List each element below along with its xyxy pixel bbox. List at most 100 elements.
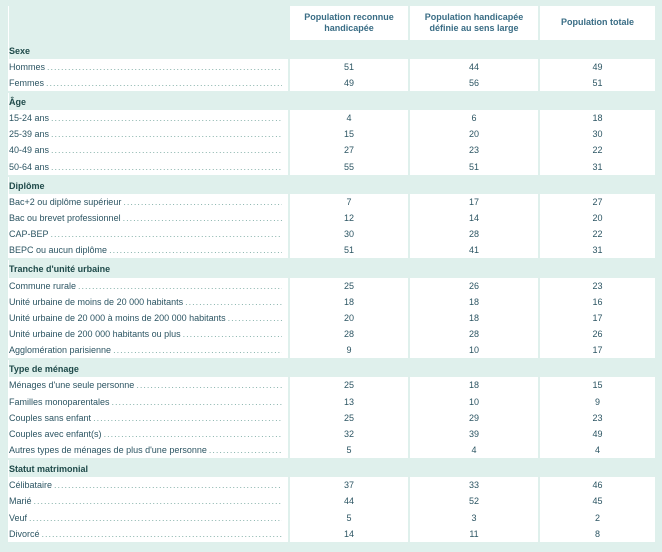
value-cell: 17 (539, 310, 655, 326)
row-label-cell: Veuf (9, 510, 289, 526)
row-label-cell: BEPC ou aucun diplôme (9, 242, 289, 258)
value-cell: 25 (289, 410, 409, 426)
value-cell: 18 (409, 294, 539, 310)
section-empty-cell (539, 260, 655, 277)
row-label-cell: Couples sans enfant (9, 410, 289, 426)
row-label: Unité urbaine de moins de 20 000 habitan… (9, 296, 282, 308)
value-cell: 15 (539, 377, 655, 393)
value-cell: 49 (539, 426, 655, 442)
section-header: Type de ménage (9, 360, 655, 377)
row-label-cell: Familles monoparentales (9, 394, 289, 410)
value-cell: 30 (289, 226, 409, 242)
value-cell: 46 (539, 477, 655, 493)
col-header-2: Population handicapée définie au sens la… (409, 6, 539, 41)
row-label: 15-24 ans (9, 112, 282, 124)
value-cell: 51 (539, 75, 655, 91)
row-label: Marié (9, 495, 282, 507)
value-cell: 10 (409, 394, 539, 410)
value-cell: 52 (409, 493, 539, 509)
value-cell: 5 (289, 510, 409, 526)
section-header: Statut matrimonial (9, 460, 655, 477)
value-cell: 4 (409, 442, 539, 458)
section-header: Âge (9, 93, 655, 110)
table-row: Marié445245 (9, 493, 655, 509)
value-cell: 26 (539, 326, 655, 342)
table-row: 25-39 ans152030 (9, 126, 655, 142)
value-cell: 18 (409, 310, 539, 326)
value-cell: 28 (289, 326, 409, 342)
row-label: Couples sans enfant (9, 412, 282, 424)
table-row: Autres types de ménages de plus d'une pe… (9, 442, 655, 458)
value-cell: 23 (409, 142, 539, 158)
value-cell: 55 (289, 159, 409, 175)
value-cell: 31 (539, 242, 655, 258)
value-cell: 25 (289, 377, 409, 393)
row-label: Autres types de ménages de plus d'une pe… (9, 444, 282, 456)
value-cell: 26 (409, 278, 539, 294)
row-label-cell: Commune rurale (9, 278, 289, 294)
table-row: Veuf532 (9, 510, 655, 526)
table-row: Bac+2 ou diplôme supérieur71727 (9, 194, 655, 210)
section-empty-cell (289, 177, 409, 194)
table-row: Couples sans enfant252923 (9, 410, 655, 426)
row-label-cell: Femmes (9, 75, 289, 91)
value-cell: 17 (539, 342, 655, 358)
row-label-cell: 50-64 ans (9, 159, 289, 175)
row-label-cell: Unité urbaine de moins de 20 000 habitan… (9, 294, 289, 310)
row-label-cell: Autres types de ménages de plus d'une pe… (9, 442, 289, 458)
table-container: Population reconnue handicapée Populatio… (0, 0, 662, 552)
row-label-cell: Unité urbaine de 20 000 à moins de 200 0… (9, 310, 289, 326)
section-empty-cell (539, 177, 655, 194)
value-cell: 20 (289, 310, 409, 326)
table-row: Unité urbaine de 200 000 habitants ou pl… (9, 326, 655, 342)
row-label: Agglomération parisienne (9, 344, 282, 356)
value-cell: 49 (539, 59, 655, 75)
section-title: Type de ménage (9, 360, 289, 377)
table-row: 40-49 ans272322 (9, 142, 655, 158)
value-cell: 18 (539, 110, 655, 126)
value-cell: 51 (409, 159, 539, 175)
section-empty-cell (539, 41, 655, 59)
value-cell: 22 (539, 142, 655, 158)
value-cell: 30 (539, 126, 655, 142)
section-empty-cell (539, 93, 655, 110)
table-row: 15-24 ans4618 (9, 110, 655, 126)
table-body: SexeHommes514449Femmes495651Âge15-24 ans… (9, 41, 655, 544)
row-label-cell: 25-39 ans (9, 126, 289, 142)
table-row: BEPC ou aucun diplôme514131 (9, 242, 655, 258)
section-header: Diplôme (9, 177, 655, 194)
table-row: Familles monoparentales13109 (9, 394, 655, 410)
section-empty-cell (539, 460, 655, 477)
value-cell: 51 (289, 59, 409, 75)
row-label-cell: Ménages d'une seule personne (9, 377, 289, 393)
value-cell: 23 (539, 278, 655, 294)
row-label: Unité urbaine de 20 000 à moins de 200 0… (9, 312, 282, 324)
value-cell: 17 (409, 194, 539, 210)
value-cell: 49 (289, 75, 409, 91)
col-header-3: Population totale (539, 6, 655, 41)
section-title: Statut matrimonial (9, 460, 289, 477)
value-cell: 32 (289, 426, 409, 442)
value-cell: 10 (409, 342, 539, 358)
section-title: Tranche d'unité urbaine (9, 260, 289, 277)
section-empty-cell (289, 460, 409, 477)
row-label: Femmes (9, 77, 282, 89)
row-label-cell: 15-24 ans (9, 110, 289, 126)
value-cell: 14 (289, 526, 409, 542)
table-row: Couples avec enfant(s)323949 (9, 426, 655, 442)
value-cell: 51 (289, 242, 409, 258)
row-label-cell: Agglomération parisienne (9, 342, 289, 358)
section-empty-cell (289, 93, 409, 110)
value-cell: 14 (409, 210, 539, 226)
row-label-cell: Hommes (9, 59, 289, 75)
section-empty-cell (289, 260, 409, 277)
section-empty-cell (409, 260, 539, 277)
table-row: Unité urbaine de 20 000 à moins de 200 0… (9, 310, 655, 326)
value-cell: 13 (289, 394, 409, 410)
row-label-cell: Couples avec enfant(s) (9, 426, 289, 442)
section-title: Âge (9, 93, 289, 110)
section-empty-cell (409, 460, 539, 477)
col-header-empty (9, 6, 289, 41)
section-header: Sexe (9, 41, 655, 59)
value-cell: 18 (409, 377, 539, 393)
